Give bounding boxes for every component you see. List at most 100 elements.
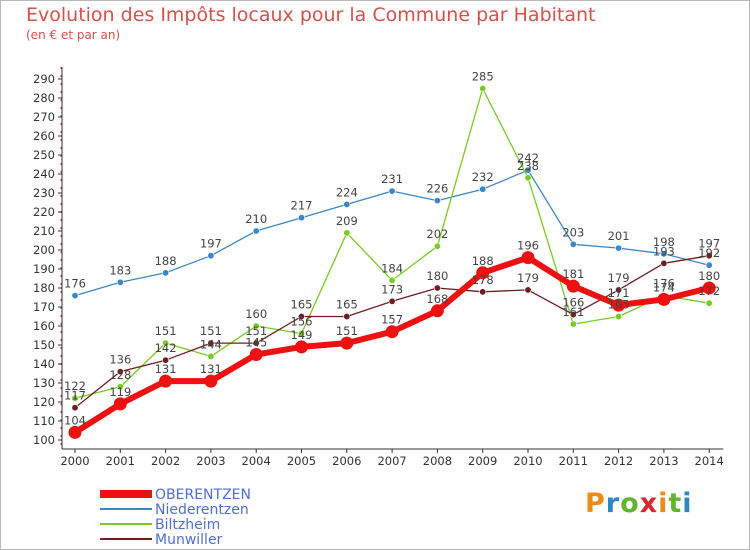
data-label-munwiller: 179 xyxy=(608,271,630,285)
data-point-oberentzen xyxy=(204,374,218,388)
data-point-niederentzen xyxy=(162,269,170,277)
logo-letter: x xyxy=(639,488,659,519)
y-tick-label: 100 xyxy=(33,433,55,447)
data-label-niederentzen: 224 xyxy=(336,185,358,199)
data-point-munwiller xyxy=(615,286,623,294)
data-label-oberentzen: 104 xyxy=(64,413,86,427)
y-tick-label: 260 xyxy=(33,129,55,143)
data-label-oberentzen: 131 xyxy=(155,362,177,376)
data-point-biltzheim xyxy=(388,276,396,284)
data-point-niederentzen xyxy=(71,292,79,300)
data-label-niederentzen: 242 xyxy=(517,151,539,165)
data-label-niederentzen: 197 xyxy=(200,237,222,251)
data-point-biltzheim xyxy=(162,339,170,347)
data-label-biltzheim: 144 xyxy=(200,337,222,351)
data-point-niederentzen xyxy=(569,240,577,248)
data-point-munwiller xyxy=(660,259,668,267)
data-point-oberentzen xyxy=(295,340,308,354)
x-tick-label: 2000 xyxy=(60,454,89,468)
y-tick-label: 170 xyxy=(33,300,55,314)
data-point-munwiller xyxy=(433,284,441,292)
data-label-munwiller: 179 xyxy=(517,271,539,285)
data-label-niederentzen: 226 xyxy=(426,182,448,196)
data-point-oberentzen xyxy=(340,336,354,350)
data-point-biltzheim xyxy=(479,85,487,93)
data-point-niederentzen xyxy=(705,261,713,269)
data-point-biltzheim xyxy=(705,299,713,307)
logo-letter: i xyxy=(682,488,693,519)
x-tick-label: 2012 xyxy=(604,454,633,468)
data-point-oberentzen xyxy=(113,397,127,411)
data-point-munwiller xyxy=(524,286,532,294)
data-point-niederentzen xyxy=(388,187,396,195)
data-label-oberentzen: 171 xyxy=(608,286,630,300)
data-point-oberentzen xyxy=(249,348,263,361)
y-tick-label: 160 xyxy=(33,319,55,333)
data-label-biltzheim: 160 xyxy=(245,307,267,321)
data-label-niederentzen: 231 xyxy=(381,172,403,186)
data-label-biltzheim: 122 xyxy=(64,379,86,393)
data-label-munwiller: 136 xyxy=(109,353,131,367)
logo-letter: r xyxy=(605,488,621,519)
logo-letter: i xyxy=(658,488,669,519)
data-point-oberentzen xyxy=(657,292,671,306)
data-point-oberentzen xyxy=(702,281,716,295)
data-point-biltzheim xyxy=(252,322,260,330)
y-tick-label: 120 xyxy=(33,395,55,409)
y-tick-label: 140 xyxy=(33,357,55,371)
data-label-niederentzen: 192 xyxy=(698,246,720,260)
data-label-munwiller: 166 xyxy=(562,296,584,310)
logo-letter: o xyxy=(620,488,640,519)
chart-title: Evolution des Impôts locaux pour la Comm… xyxy=(26,4,596,26)
x-tick-label: 2007 xyxy=(377,454,406,468)
data-point-biltzheim xyxy=(297,330,305,338)
x-tick-label: 2003 xyxy=(196,454,225,468)
data-point-munwiller xyxy=(71,404,79,412)
x-tick-label: 2006 xyxy=(332,454,361,468)
data-label-niederentzen: 210 xyxy=(245,212,267,226)
y-tick-label: 250 xyxy=(33,148,55,162)
data-label-oberentzen: 188 xyxy=(472,254,494,268)
x-tick-label: 2013 xyxy=(649,454,678,468)
data-label-munwiller: 197 xyxy=(698,237,720,251)
data-point-biltzheim xyxy=(343,229,351,237)
data-label-biltzheim: 156 xyxy=(291,315,313,329)
x-tick-label: 2002 xyxy=(151,454,180,468)
data-point-niederentzen xyxy=(433,197,441,205)
data-point-biltzheim xyxy=(207,352,215,360)
data-label-munwiller: 151 xyxy=(200,324,222,338)
logo-letter: t xyxy=(668,488,683,519)
chart-subtitle: (en € et par an) xyxy=(26,28,121,42)
data-point-munwiller xyxy=(162,356,170,364)
data-label-biltzheim: 165 xyxy=(608,298,630,312)
data-point-biltzheim xyxy=(615,312,623,320)
data-label-oberentzen: 196 xyxy=(517,239,539,253)
x-tick-label: 2001 xyxy=(106,454,135,468)
data-point-niederentzen xyxy=(479,185,487,193)
y-tick-label: 230 xyxy=(33,186,55,200)
data-label-oberentzen: 157 xyxy=(381,313,403,327)
x-tick-label: 2008 xyxy=(423,454,452,468)
data-point-munwiller xyxy=(388,297,396,305)
data-point-oberentzen xyxy=(385,325,399,339)
data-point-niederentzen xyxy=(116,278,124,286)
y-tick-label: 150 xyxy=(33,338,55,352)
data-label-biltzheim: 285 xyxy=(472,70,494,84)
data-point-oberentzen xyxy=(159,374,173,388)
data-label-oberentzen: 119 xyxy=(109,385,131,399)
data-label-niederentzen: 198 xyxy=(653,235,675,249)
data-point-biltzheim xyxy=(524,174,532,182)
data-label-munwiller: 151 xyxy=(245,324,267,338)
data-point-oberentzen xyxy=(68,425,82,439)
data-label-munwiller: 178 xyxy=(472,273,494,287)
data-label-munwiller: 193 xyxy=(653,244,675,258)
data-label-biltzheim: 184 xyxy=(381,261,403,275)
data-label-biltzheim: 238 xyxy=(517,159,539,173)
data-label-oberentzen: 145 xyxy=(245,336,267,350)
legend-label-biltzheim: Biltzheim xyxy=(155,517,220,533)
data-point-biltzheim xyxy=(116,383,124,391)
y-tick-label: 180 xyxy=(33,281,55,295)
x-tick-label: 2009 xyxy=(468,454,497,468)
data-label-biltzheim: 151 xyxy=(155,324,177,338)
